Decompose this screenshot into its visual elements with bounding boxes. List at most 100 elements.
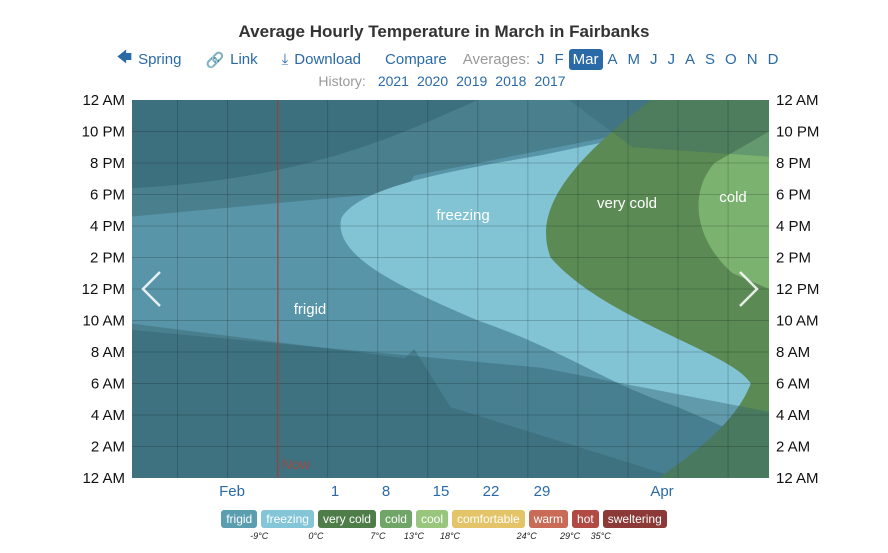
month-4[interactable]: M [627,51,641,68]
legend-threshold-4: 18°C [439,531,461,541]
night-shade-top-right [568,100,769,157]
y-tick-right-5: 2 PM [776,250,811,267]
month-11[interactable]: D [767,51,779,68]
legend-swatch: cold [379,510,412,528]
history-year-2020[interactable]: 2020 [416,73,449,89]
compare-label: Compare [385,51,447,68]
compare-link[interactable]: Compare [385,51,447,68]
x-tick-5: 29 [534,483,551,500]
legend-swatch: hot [572,510,599,528]
y-tick-left-10: 4 AM [91,407,125,424]
x-tick-0: Feb [219,483,245,500]
spring-link[interactable]: 🡄 Spring [117,47,182,72]
legend-item-cold: cold [379,510,412,528]
legend-item-comfortable: comfortable [452,510,525,528]
spring-label: Spring [138,51,182,68]
download-label: Download [294,51,362,68]
month-1[interactable]: F [554,51,564,68]
legend-swatch: sweltering [602,510,667,528]
region-label-very-cold: very cold [597,195,657,212]
y-tick-left-1: 10 PM [82,124,125,141]
legend-item-hot: hot [572,510,599,528]
month-selector: J F Mar A M J J A S O N D [532,49,783,70]
month-6[interactable]: J [667,51,676,68]
averages-label: Averages: [462,51,530,68]
history-year-2017[interactable]: 2017 [534,73,566,89]
month-5[interactable]: J [650,51,658,68]
y-tick-right-10: 4 AM [776,407,810,424]
legend-threshold-7: 35°C [590,531,611,541]
x-tick-3: 15 [433,483,450,500]
y-tick-left-0: 12 AM [82,92,125,109]
arrow-left-icon: 🡄 [116,49,133,66]
legend-swatch: comfortable [452,510,525,528]
toolbar: 🡄 Spring 🔗 Link ⤓ Download Compare Avera… [0,47,888,72]
plot-area: Now frigid freezing very cold cold [132,100,769,478]
legend-threshold-2: 7°C [370,531,386,541]
y-tick-right-6: 12 PM [776,281,819,298]
y-tick-left-12: 12 AM [82,470,125,487]
history-year-2021[interactable]: 2021 [377,73,409,89]
x-tick-1: 1 [331,483,339,500]
history-bar: History: 2021 2020 2019 2018 2017 [0,73,888,89]
legend-swatch: very cold [317,510,376,528]
legend-swatch: warm [528,510,569,528]
region-label-freezing: freezing [436,207,489,224]
history-years: 2021 2020 2019 2018 2017 [374,73,570,89]
now-label: Now [282,456,311,472]
month-10[interactable]: N [746,51,758,68]
month-0[interactable]: J [536,51,545,68]
next-arrow-icon[interactable] [739,271,759,307]
month-8[interactable]: S [705,51,716,68]
region-label-frigid: frigid [294,301,327,318]
y-tick-left-5: 2 PM [90,250,125,267]
legend-swatch: frigid [221,510,258,528]
legend-swatch: freezing [261,510,314,528]
legend-item-very-cold: very cold [317,510,376,528]
history-label: History: [318,73,366,89]
y-tick-left-2: 8 PM [90,155,125,172]
region-label-cold: cold [719,189,747,206]
legend-threshold-3: 13°C [403,531,425,541]
history-year-2018[interactable]: 2018 [495,73,527,89]
legend-item-freezing: freezing [261,510,314,528]
night-shade-top [132,100,478,189]
y-tick-right-2: 8 PM [776,155,811,172]
y-tick-right-9: 6 AM [776,376,810,393]
link-icon: 🔗 [205,51,225,69]
y-tick-right-8: 8 AM [776,344,810,361]
y-tick-left-9: 6 AM [91,376,125,393]
legend-threshold-6: 29°C [559,531,581,541]
legend-swatch: cool [415,510,448,528]
month-3[interactable]: A [607,51,618,68]
y-tick-right-12: 12 AM [776,470,819,487]
y-tick-left-3: 6 PM [90,187,125,204]
y-tick-left-7: 10 AM [82,313,125,330]
y-tick-right-11: 2 AM [776,439,810,456]
legend-thresholds: -9°C 0°C 7°C 13°C 18°C 24°C 29°C 35°C [0,531,888,547]
month-9[interactable]: O [725,51,737,68]
y-tick-left-11: 2 AM [91,439,125,456]
link-label: Link [230,51,258,68]
month-7[interactable]: A [685,51,696,68]
band-cold [698,131,769,289]
history-year-2019[interactable]: 2019 [456,73,488,89]
link-link[interactable]: 🔗 Link [205,51,257,69]
prev-arrow-icon[interactable] [141,271,161,307]
download-link[interactable]: ⤓ Download [282,51,361,68]
legend-threshold-0: -9°C [250,531,269,541]
y-tick-right-4: 4 PM [776,218,811,235]
month-2[interactable]: Mar [568,49,603,70]
y-tick-left-4: 4 PM [90,218,125,235]
legend-threshold-5: 24°C [516,531,537,541]
legend-item-sweltering: sweltering [602,510,667,528]
y-tick-right-0: 12 AM [776,92,819,109]
page-title: Average Hourly Temperature in March in F… [238,22,650,41]
y-tick-right-7: 10 AM [776,313,819,330]
x-tick-2: 8 [382,483,390,500]
legend-item-frigid: frigid [221,510,258,528]
x-tick-4: 22 [483,483,500,500]
legend-item-warm: warm [528,510,569,528]
y-tick-right-3: 6 PM [776,187,811,204]
